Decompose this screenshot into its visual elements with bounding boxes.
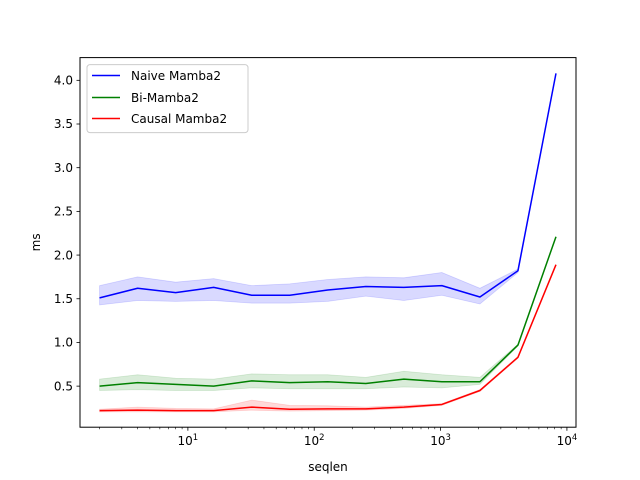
series-line-naive-mamba2	[99, 73, 557, 299]
data-point-bi-mamba2	[175, 383, 177, 385]
legend-label-naive-mamba2: Naive Mamba2	[131, 69, 221, 83]
y-tick-label: 1.5	[54, 292, 73, 306]
plot-frame	[79, 57, 577, 428]
data-point-causal-mamba2	[517, 356, 519, 358]
data-point-naive-mamba2	[517, 270, 519, 272]
legend-label-bi-mamba2: Bi-Mamba2	[131, 91, 199, 105]
data-point-bi-mamba2	[403, 378, 405, 380]
data-point-naive-mamba2	[403, 286, 405, 288]
legend: Naive Mamba2 Bi-Mamba2 Causal Mamba2	[86, 64, 249, 134]
data-point-bi-mamba2	[289, 382, 291, 384]
data-point-bi-mamba2	[251, 380, 253, 382]
data-point-bi-mamba2	[137, 382, 139, 384]
data-point-naive-mamba2	[213, 286, 215, 288]
data-point-naive-mamba2	[327, 289, 329, 291]
y-tick-label: 3.5	[54, 117, 73, 131]
data-point-bi-mamba2	[99, 385, 101, 387]
y-tick-label: 4.0	[54, 74, 73, 88]
data-point-bi-mamba2	[517, 344, 519, 346]
data-point-naive-mamba2	[99, 297, 101, 299]
data-point-bi-mamba2	[365, 383, 367, 385]
y-axis-label: ms	[29, 233, 43, 251]
data-point-naive-mamba2	[441, 285, 443, 287]
data-point-naive-mamba2	[251, 294, 253, 296]
data-point-naive-mamba2	[365, 286, 367, 288]
data-point-bi-mamba2	[327, 381, 329, 383]
data-point-causal-mamba2	[365, 408, 367, 410]
x-tick-label: 104	[557, 433, 578, 448]
data-point-causal-mamba2	[137, 409, 139, 411]
data-point-causal-mamba2	[441, 403, 443, 405]
data-point-causal-mamba2	[251, 406, 253, 408]
data-point-naive-mamba2	[479, 296, 481, 298]
x-axis: 101 102 103 104	[99, 427, 578, 448]
series-line-bi-mamba2	[99, 236, 557, 387]
data-point-causal-mamba2	[175, 410, 177, 412]
legend-box	[86, 64, 249, 134]
y-tick-label: 2.5	[54, 205, 73, 219]
data-point-causal-mamba2	[213, 410, 215, 412]
data-point-causal-mamba2	[555, 264, 557, 266]
data-point-causal-mamba2	[403, 406, 405, 408]
x-tick-label: 101	[178, 433, 199, 448]
data-point-bi-mamba2	[555, 236, 557, 238]
x-tick-label: 102	[304, 433, 325, 448]
data-point-bi-mamba2	[441, 381, 443, 383]
series-line-causal-mamba2	[99, 264, 557, 412]
data-point-naive-mamba2	[137, 287, 139, 289]
y-tick-label: 1.0	[54, 336, 73, 350]
data-point-causal-mamba2	[327, 408, 329, 410]
data-point-naive-mamba2	[175, 292, 177, 294]
y-tick-label: 0.5	[54, 379, 73, 393]
y-tick-label: 3.0	[54, 161, 73, 175]
series-lines	[99, 72, 557, 412]
data-point-causal-mamba2	[289, 408, 291, 410]
data-point-bi-mamba2	[213, 385, 215, 387]
data-point-causal-mamba2	[479, 390, 481, 392]
data-point-naive-mamba2	[555, 72, 557, 74]
data-point-causal-mamba2	[99, 410, 101, 412]
x-axis-label: seqlen	[308, 460, 348, 474]
data-point-naive-mamba2	[289, 294, 291, 296]
data-point-bi-mamba2	[479, 381, 481, 383]
y-tick-label: 2.0	[54, 248, 73, 262]
y-axis: 0.5 1.0 1.5 2.0 2.5 3.0 3.5 4.0	[54, 74, 80, 393]
legend-label-causal-mamba2: Causal Mamba2	[131, 112, 227, 126]
x-tick-label: 103	[430, 433, 451, 448]
